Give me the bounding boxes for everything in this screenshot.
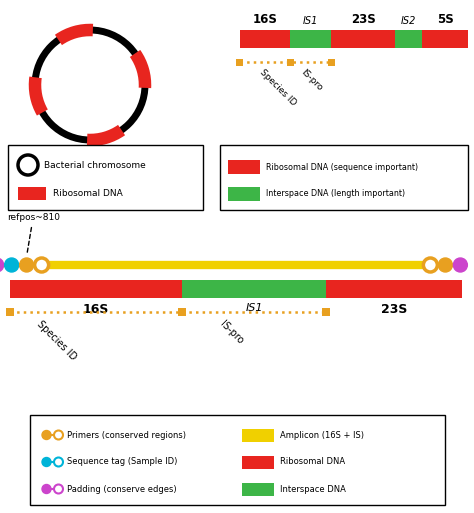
Bar [228, 160, 260, 174]
Text: Amplicon (16S + IS): Amplicon (16S + IS) [280, 430, 364, 440]
Bar [8, 145, 203, 210]
Bar [322, 308, 330, 316]
Circle shape [19, 258, 34, 272]
Bar [395, 30, 422, 48]
Text: Ribosomal DNA (sequence important): Ribosomal DNA (sequence important) [266, 163, 418, 171]
Bar [242, 456, 273, 469]
Bar [6, 308, 14, 316]
Circle shape [5, 258, 18, 272]
Bar [18, 187, 46, 200]
Bar [242, 429, 273, 442]
Text: IS-pro: IS-pro [218, 319, 245, 346]
Bar [182, 280, 327, 298]
Bar [331, 30, 395, 48]
Bar [422, 30, 468, 48]
Circle shape [54, 484, 63, 494]
Bar [242, 483, 273, 496]
Circle shape [42, 458, 51, 466]
Text: refpos~810: refpos~810 [7, 213, 60, 253]
Circle shape [423, 258, 438, 272]
Text: 23S: 23S [351, 13, 375, 26]
Text: Ribosomal DNA: Ribosomal DNA [280, 458, 345, 466]
Text: IS1: IS1 [303, 16, 319, 26]
Text: Interspace DNA (length important): Interspace DNA (length important) [266, 189, 405, 199]
Text: 16S: 16S [253, 13, 277, 26]
Bar [220, 145, 468, 210]
Text: Species ID: Species ID [258, 68, 298, 108]
Text: Interspace DNA: Interspace DNA [280, 484, 346, 494]
Bar [328, 58, 335, 66]
Text: 16S: 16S [82, 303, 109, 316]
Text: IS1: IS1 [246, 303, 263, 313]
Text: Sequence tag (Sample ID): Sequence tag (Sample ID) [67, 458, 177, 466]
Text: IS-pro: IS-pro [299, 68, 324, 93]
Bar [327, 280, 462, 298]
Bar [178, 308, 186, 316]
Bar [287, 58, 294, 66]
Bar [290, 30, 331, 48]
Bar [228, 187, 260, 201]
Bar [240, 30, 290, 48]
Text: Bacterial chromosome: Bacterial chromosome [44, 161, 146, 169]
Text: Primers (conserved regions): Primers (conserved regions) [67, 430, 186, 440]
Circle shape [54, 430, 63, 440]
Bar [237, 58, 244, 66]
Text: IS2: IS2 [401, 16, 416, 26]
Text: Ribosomal DNA: Ribosomal DNA [53, 188, 123, 198]
Text: 5S: 5S [437, 13, 454, 26]
Circle shape [42, 430, 51, 440]
Circle shape [438, 258, 452, 272]
Circle shape [42, 484, 51, 494]
Bar [30, 415, 445, 505]
Circle shape [0, 258, 4, 272]
Circle shape [54, 458, 63, 466]
Text: Padding (conserve edges): Padding (conserve edges) [67, 484, 177, 494]
Circle shape [35, 258, 49, 272]
Circle shape [453, 258, 467, 272]
Text: Species ID: Species ID [35, 319, 78, 362]
Bar [10, 280, 182, 298]
Text: 23S: 23S [381, 303, 407, 316]
